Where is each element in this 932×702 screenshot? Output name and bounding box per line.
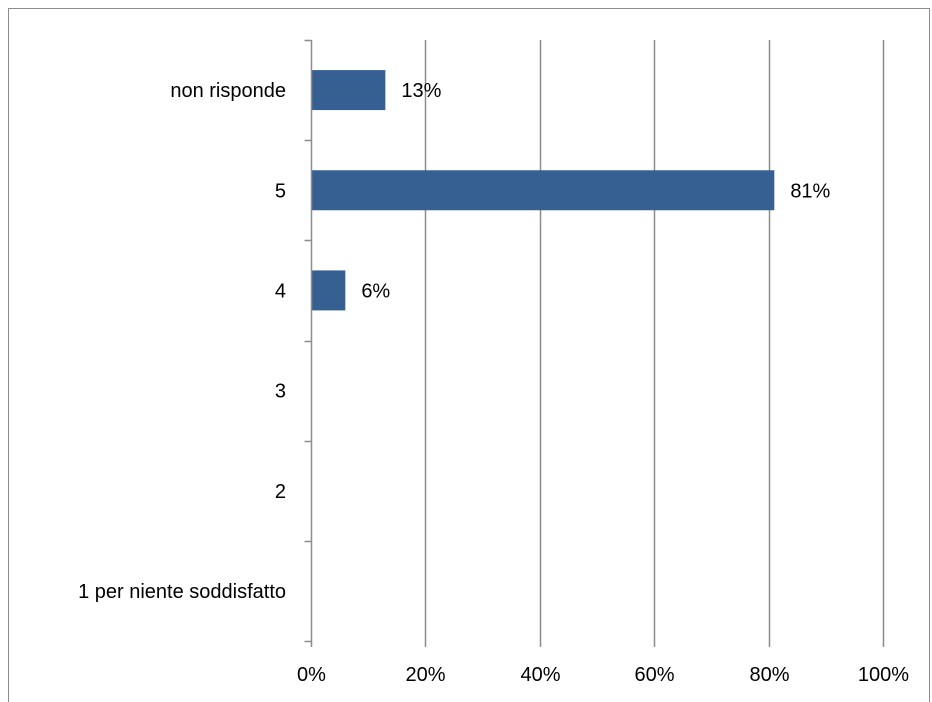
bar xyxy=(312,270,346,311)
x-tick-label: 60% xyxy=(634,664,674,686)
category-label: 5 xyxy=(275,180,286,202)
data-label: 13% xyxy=(401,80,441,102)
data-label: 81% xyxy=(790,180,830,202)
x-tick-label: 40% xyxy=(520,664,560,686)
category-label: 3 xyxy=(275,381,286,403)
category-label: 4 xyxy=(275,280,286,302)
x-tick-label: 100% xyxy=(858,664,909,686)
category-label: 2 xyxy=(275,481,286,503)
axes xyxy=(304,39,885,647)
bar xyxy=(312,170,775,211)
category-label: 1 per niente soddisfatto xyxy=(78,581,286,603)
chart-frame xyxy=(8,8,930,702)
bars xyxy=(312,70,775,311)
data-label: 6% xyxy=(361,280,390,302)
labels: 0% 20% 40% 60% 80% 100% non risponde 13% 5 81% 4 6%… xyxy=(78,80,909,686)
bar xyxy=(312,70,386,111)
gridlines xyxy=(424,40,885,641)
x-tick-label: 20% xyxy=(405,664,445,686)
x-tick-label: 80% xyxy=(749,664,789,686)
category-label: non risponde xyxy=(170,80,286,102)
x-tick-label: 0% xyxy=(297,664,326,686)
